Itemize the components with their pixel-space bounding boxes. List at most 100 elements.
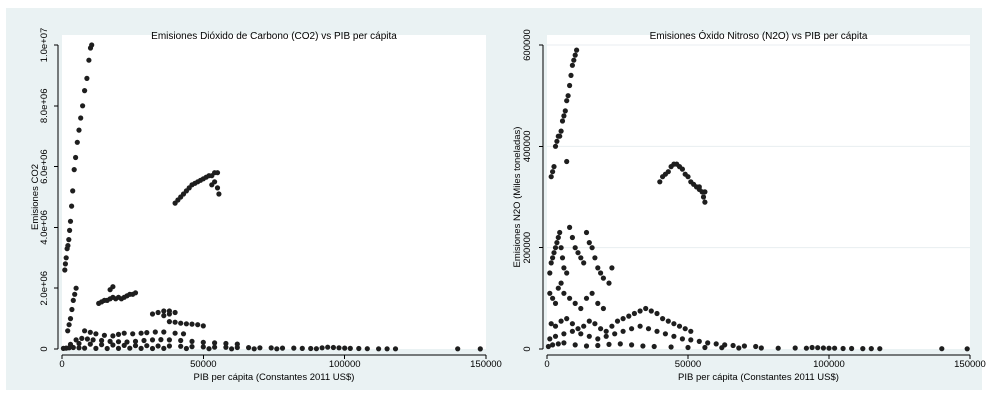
y-tick-label-2-3: 600000 [522, 29, 533, 61]
data-point-2-162 [939, 346, 945, 352]
data-point-1-70 [166, 311, 172, 317]
data-point-1-150 [299, 345, 305, 351]
data-point-2-16 [571, 57, 577, 63]
data-point-1-61 [132, 290, 139, 296]
data-point-2-141 [640, 343, 646, 349]
data-point-2-136 [583, 343, 590, 349]
data-point-1-73 [178, 320, 184, 326]
data-point-1-126 [234, 344, 240, 351]
data-point-2-160 [868, 346, 874, 352]
data-point-2-156 [832, 345, 838, 351]
data-point-1-116 [121, 342, 127, 348]
data-point-2-135 [572, 342, 578, 348]
data-point-2-12 [565, 93, 571, 99]
y-tick-label-1-3: 6.0e+06 [39, 149, 50, 184]
data-point-2-78 [595, 300, 601, 306]
data-point-1-114 [99, 342, 105, 348]
data-point-1-20 [89, 42, 95, 48]
data-point-1-21 [65, 328, 71, 334]
data-point-1-86 [138, 330, 144, 336]
data-point-1-130 [279, 345, 286, 351]
data-point-2-154 [820, 345, 827, 351]
data-point-2-30 [685, 174, 691, 180]
data-point-1-27 [73, 285, 79, 291]
data-point-2-14 [568, 72, 574, 78]
data-point-2-72 [561, 290, 567, 296]
data-point-2-123 [688, 337, 694, 343]
data-point-2-137 [595, 342, 601, 349]
data-point-2-68 [550, 295, 556, 301]
data-point-2-118 [645, 326, 652, 332]
data-point-1-71 [166, 319, 172, 325]
data-point-2-39 [702, 189, 708, 195]
data-point-2-79 [600, 305, 607, 312]
data-point-2-125 [705, 340, 711, 346]
y-tick-label-1-5: 1.0e+07 [39, 28, 50, 63]
data-point-2-147 [736, 345, 742, 351]
data-point-2-81 [552, 323, 559, 329]
data-point-2-96 [637, 308, 643, 314]
data-point-1-89 [161, 329, 167, 335]
data-point-2-128 [730, 342, 736, 349]
data-point-2-0 [548, 174, 554, 180]
data-point-2-126 [713, 341, 719, 347]
data-point-2-80 [548, 321, 554, 327]
data-point-1-6 [67, 227, 73, 233]
data-point-1-98 [115, 339, 122, 345]
data-point-2-159 [860, 346, 866, 352]
data-point-1-122 [189, 344, 195, 350]
data-point-2-36 [700, 194, 707, 200]
x-tick-label-2-0: 0 [544, 359, 549, 370]
data-point-1-47 [209, 182, 215, 188]
data-point-1-140 [115, 345, 122, 351]
data-point-2-52 [567, 224, 573, 230]
data-point-1-113 [87, 341, 93, 347]
data-point-1-65 [155, 309, 161, 316]
data-point-2-107 [552, 333, 559, 339]
data-point-1-93 [79, 335, 85, 341]
data-point-1-63 [110, 284, 116, 290]
data-point-2-91 [609, 323, 615, 329]
data-point-2-9 [561, 113, 567, 119]
data-point-2-100 [660, 316, 666, 322]
data-point-1-143 [149, 345, 156, 352]
data-point-2-48 [558, 245, 564, 251]
data-point-2-51 [564, 270, 570, 276]
data-point-2-83 [564, 316, 570, 322]
data-point-1-107 [200, 339, 206, 345]
data-point-2-76 [583, 295, 590, 301]
data-point-1-88 [152, 329, 158, 335]
data-point-1-147 [229, 346, 235, 352]
data-point-1-78 [82, 328, 88, 334]
data-point-1-69 [161, 313, 167, 319]
data-point-2-7 [558, 128, 564, 134]
data-point-2-163 [964, 346, 970, 352]
data-point-1-81 [101, 332, 107, 338]
data-point-2-120 [662, 331, 669, 337]
data-point-1-92 [73, 337, 79, 343]
data-point-1-94 [84, 336, 90, 342]
data-point-1-157 [342, 345, 348, 351]
data-point-1-151 [308, 345, 314, 352]
data-point-1-135 [70, 344, 76, 351]
data-point-1-131 [291, 345, 297, 351]
data-point-2-157 [840, 345, 846, 352]
data-point-1-1 [62, 261, 68, 267]
data-point-1-14 [78, 115, 84, 121]
data-point-2-11 [564, 98, 570, 104]
data-point-2-133 [555, 341, 561, 347]
y-tick-label-1-1: 2.0e+06 [39, 271, 50, 306]
data-point-1-121 [178, 343, 184, 349]
data-point-2-38 [696, 184, 702, 190]
data-point-2-145 [702, 344, 708, 351]
data-point-1-9 [70, 188, 76, 194]
data-point-2-151 [803, 345, 810, 351]
data-point-2-66 [609, 265, 615, 271]
data-point-1-112 [76, 340, 82, 347]
plot-area-2 [547, 35, 970, 349]
data-point-1-87 [144, 330, 150, 336]
data-point-1-115 [110, 342, 116, 348]
data-point-1-25 [70, 297, 76, 303]
data-point-2-115 [620, 328, 626, 334]
data-point-2-109 [569, 328, 576, 334]
